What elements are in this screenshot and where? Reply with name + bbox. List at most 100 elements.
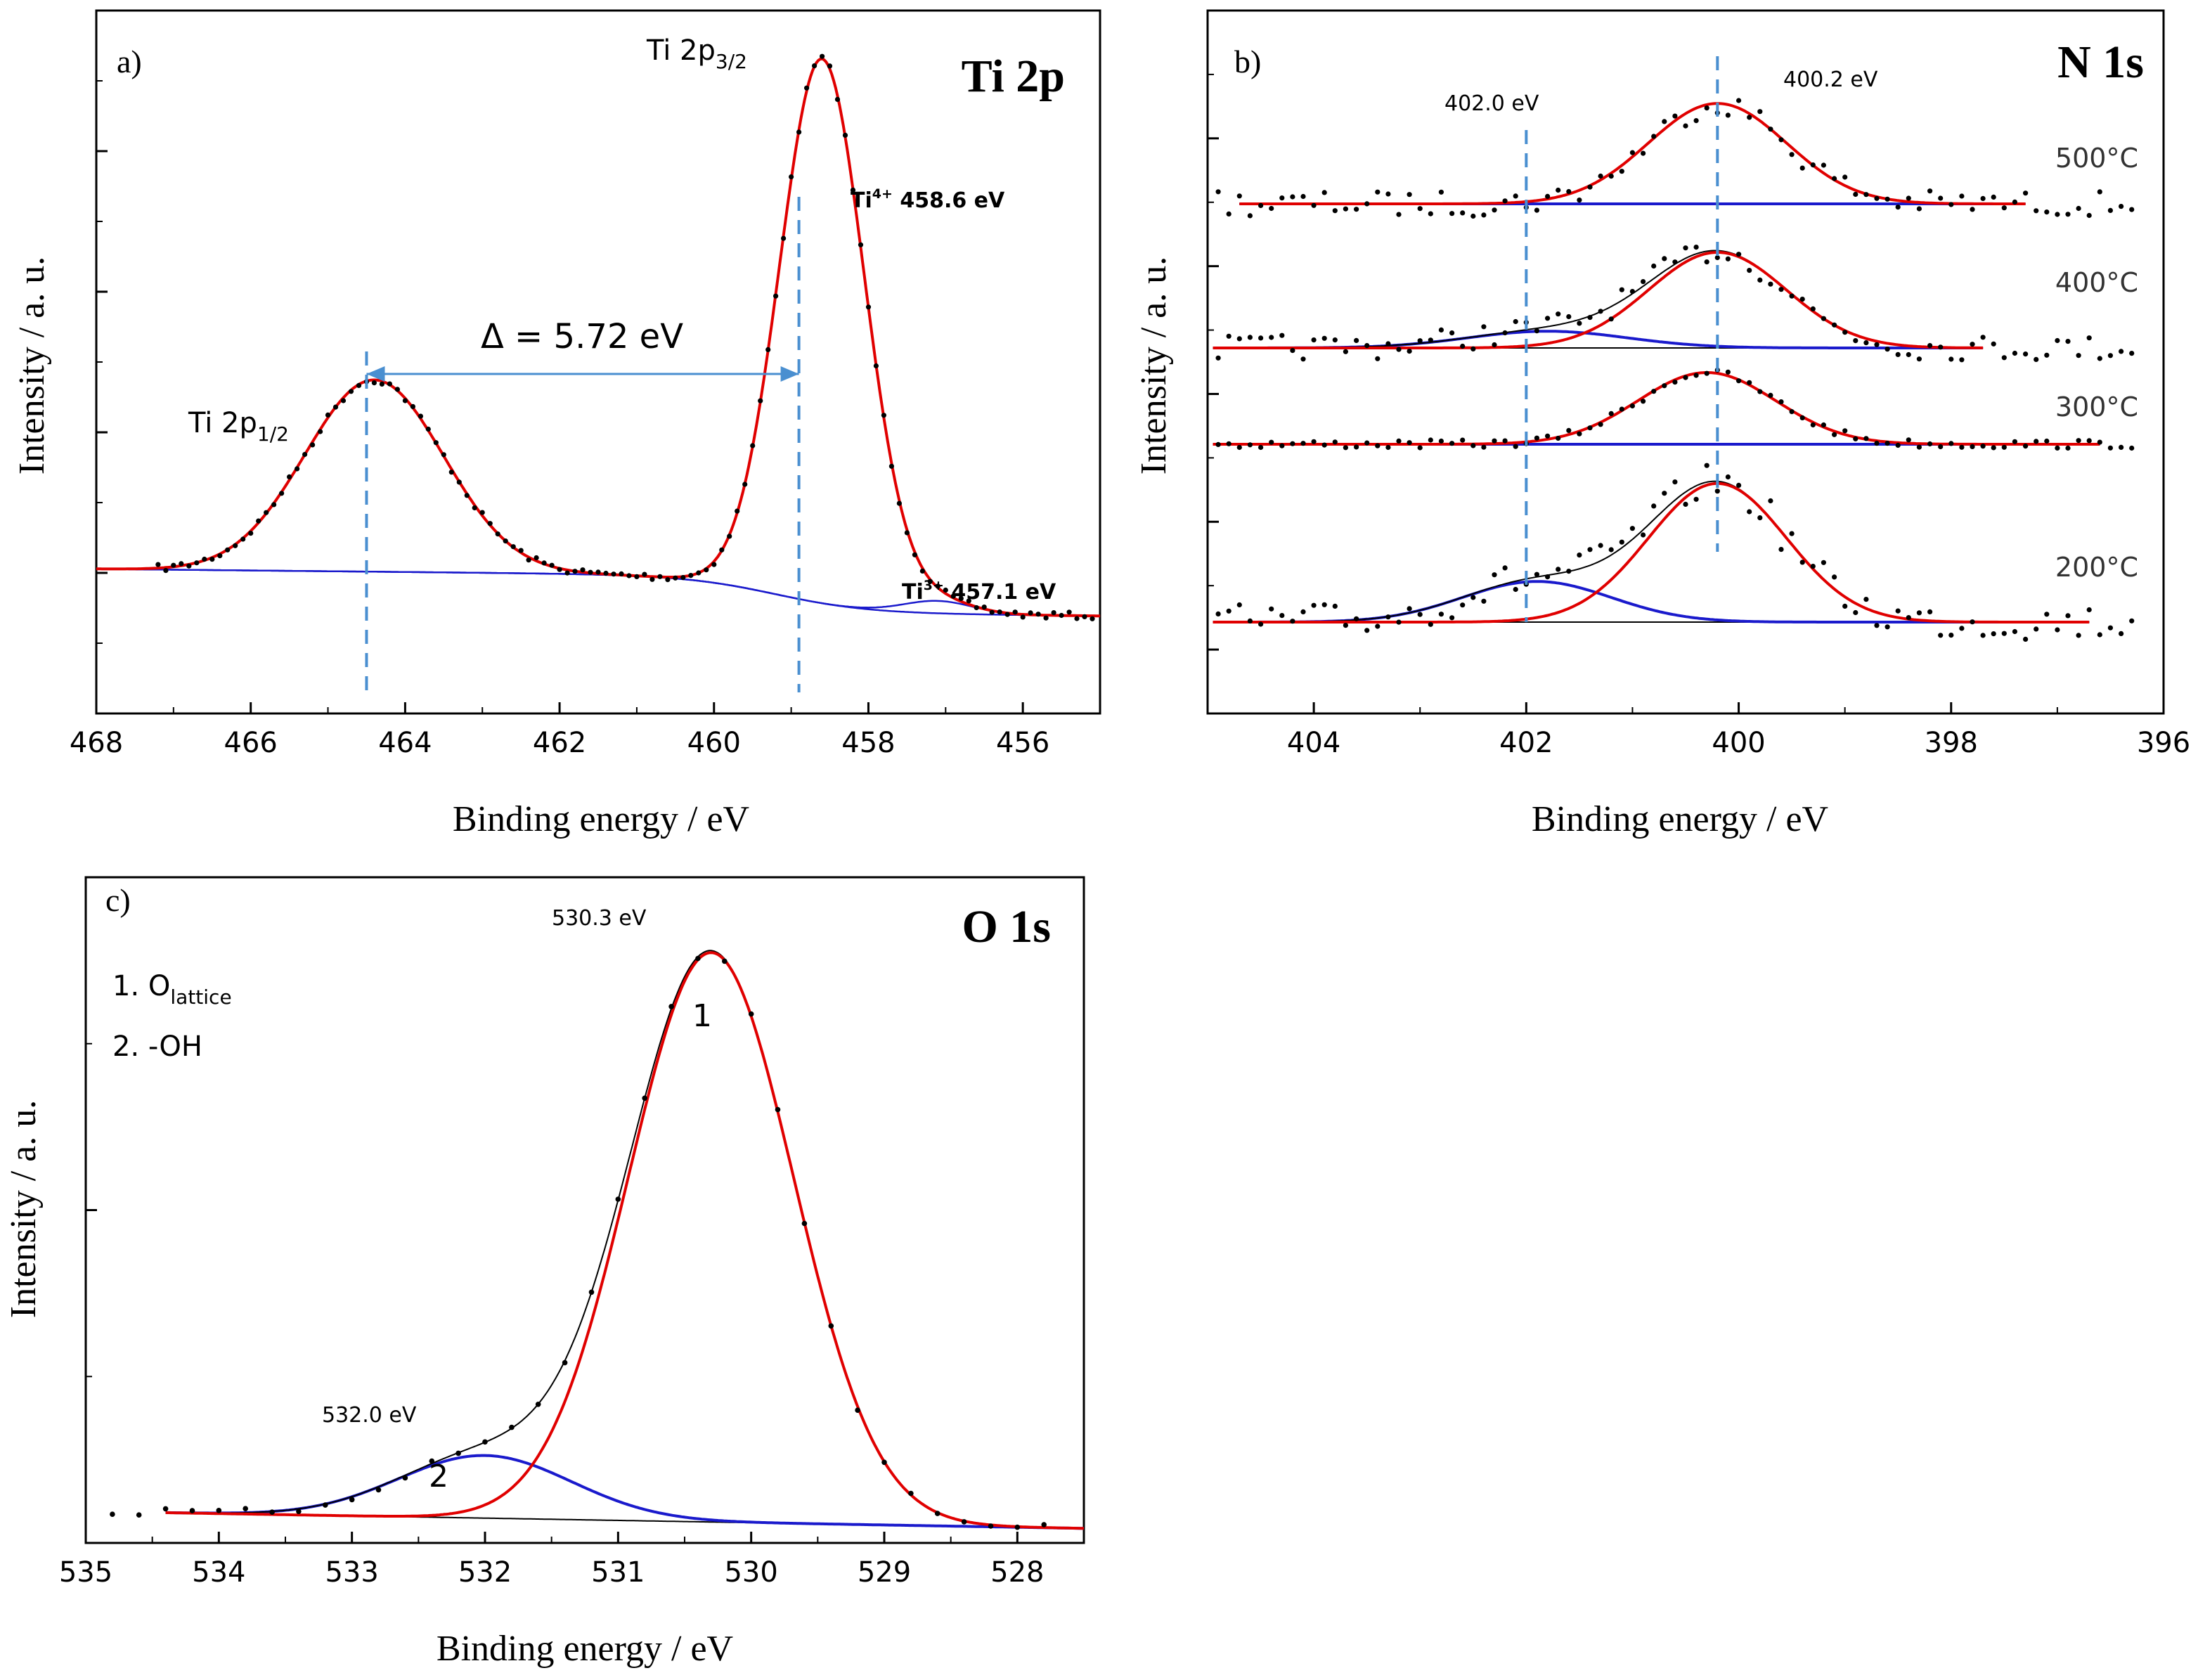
data-point: [1004, 612, 1010, 617]
data-point-200c: [1502, 565, 1508, 571]
data-point-200c: [1492, 572, 1497, 578]
data-point-500c: [1577, 198, 1582, 203]
data-point-500c: [1545, 193, 1551, 199]
delta-label: Δ = 5.72 eV: [481, 317, 683, 356]
data-point-200c: [1566, 569, 1572, 574]
data-point-500c: [1608, 174, 1614, 179]
data-point: [668, 1004, 674, 1009]
data-point-300c: [1311, 439, 1317, 444]
data-point: [209, 557, 215, 562]
data-point-300c: [1269, 439, 1274, 445]
data-point-500c: [1247, 213, 1253, 219]
data-point-400c: [1714, 254, 1720, 261]
data-point-200c: [1821, 560, 1826, 565]
data-point: [564, 570, 570, 576]
data-point-200c: [1948, 633, 1954, 638]
data-point-200c: [1236, 602, 1242, 608]
data-point-400c: [1438, 327, 1444, 332]
data-point-400c: [1895, 351, 1901, 357]
data-point: [287, 474, 292, 480]
data-point: [765, 347, 771, 352]
data-point-200c: [1916, 610, 1922, 616]
data-point: [1043, 615, 1049, 621]
data-point: [775, 1106, 781, 1113]
data-point-500c: [1736, 98, 1742, 103]
data-point-200c: [1215, 611, 1221, 617]
data-point-300c: [1853, 436, 1858, 441]
data-point-300c: [1799, 415, 1805, 421]
x-tick-label-a-462: 462: [533, 727, 586, 759]
data-point-300c: [1906, 437, 1911, 443]
data-point-300c: [1290, 441, 1295, 446]
data-point-400c: [2086, 335, 2092, 341]
data-point-200c: [1853, 609, 1858, 616]
data-point-200c: [1481, 598, 1487, 604]
data-point-300c: [1566, 427, 1572, 434]
data-point: [433, 440, 439, 446]
data-point-200c: [1354, 616, 1359, 621]
data-point: [966, 598, 971, 604]
data-point-500c: [1885, 196, 1890, 202]
data-point: [503, 538, 508, 544]
data-point-200c: [1863, 597, 1869, 602]
data-point-300c: [1417, 445, 1423, 451]
data-point-400c: [1577, 321, 1582, 326]
data-point-300c: [1821, 422, 1826, 428]
data-point-300c: [1629, 403, 1635, 409]
x-tick-label-a-456: 456: [996, 727, 1049, 759]
data-point-400c: [1545, 316, 1551, 321]
data-point-400c: [2044, 352, 2050, 358]
data-point-400c: [1853, 338, 1858, 344]
data-point-500c: [2129, 207, 2135, 212]
data-point-300c: [1778, 399, 1784, 405]
data-point: [1082, 614, 1087, 620]
data-point-200c: [1460, 602, 1466, 608]
data-point: [189, 1508, 195, 1513]
data-point: [935, 583, 940, 589]
data-point: [472, 505, 477, 511]
x-tick-label-c-529: 529: [858, 1556, 911, 1589]
data-point-500c: [2001, 205, 2007, 211]
data-point-400c: [1311, 337, 1317, 343]
data-point-400c: [1693, 245, 1699, 250]
data-point-400c: [2034, 356, 2039, 362]
data-point-400c: [1778, 287, 1784, 292]
data-point-500c: [1438, 189, 1444, 195]
data-point: [425, 426, 431, 432]
data-point: [279, 491, 285, 496]
data-point: [688, 573, 694, 579]
data-point-400c: [1354, 337, 1359, 343]
data-point: [479, 510, 485, 515]
data-point: [562, 1359, 568, 1366]
data-point-400c: [1396, 347, 1402, 352]
panel-b-curves: [1213, 102, 2100, 623]
data-point-300c: [1343, 445, 1348, 451]
data-point: [310, 442, 316, 448]
data-point-500c: [1693, 118, 1699, 124]
data-point-300c: [1938, 444, 1944, 450]
data-point-200c: [1598, 543, 1603, 548]
data-point-300c: [1725, 369, 1731, 375]
data-point-200c: [1375, 623, 1381, 629]
main-component-300c: [1213, 371, 2100, 446]
panel-c-data-points: [110, 955, 1047, 1530]
data-point-500c: [1417, 206, 1423, 212]
data-point: [855, 1407, 860, 1413]
data-point-500c: [1768, 127, 1773, 132]
data-point: [194, 560, 200, 566]
data-point: [225, 547, 231, 553]
panel-a-label: a): [117, 44, 142, 79]
data-point-400c: [1300, 356, 1306, 362]
data-point: [371, 380, 377, 386]
data-point-500c: [1364, 201, 1370, 207]
data-point-400c: [1492, 342, 1497, 348]
data-point-200c: [2044, 612, 2050, 617]
x-tick-label-a-464: 464: [378, 727, 432, 759]
data-point-200c: [1438, 612, 1444, 617]
data-point-500c: [1916, 206, 1922, 212]
panel-a-ylabel: Intensity / a. u.: [12, 257, 52, 475]
data-point-200c: [1608, 547, 1614, 553]
data-point-500c: [1407, 192, 1412, 198]
ti3-main: Ti: [902, 580, 924, 605]
